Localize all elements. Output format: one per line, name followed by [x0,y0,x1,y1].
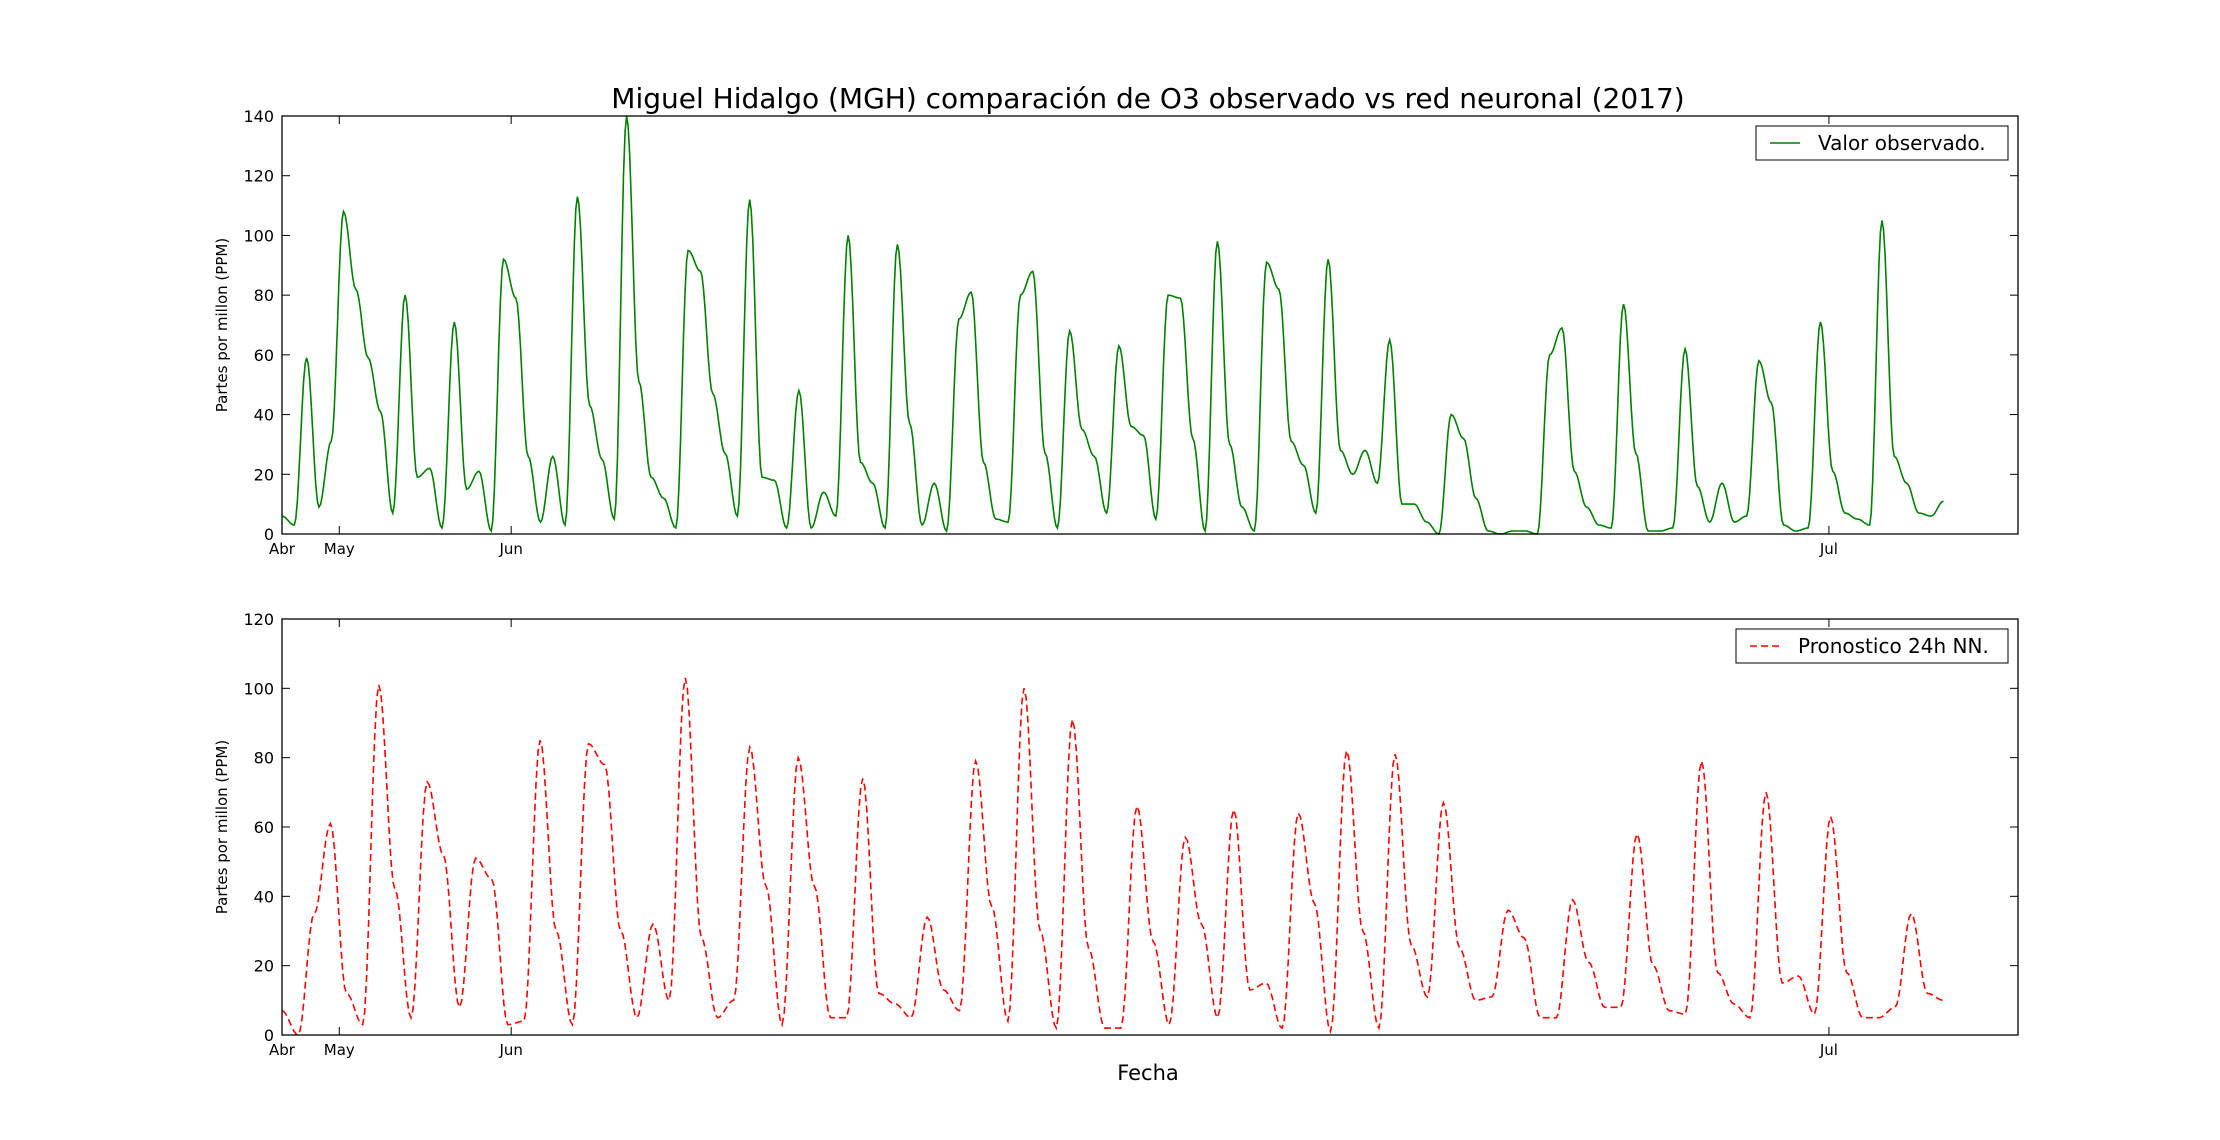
y-tick-label: 60 [254,818,274,837]
y-tick-label: 120 [243,167,274,186]
x-tick-label: Abr [269,540,296,558]
x-tick-label: Jun [498,1041,522,1059]
y-tick-label: 60 [254,346,274,365]
figure-title: Miguel Hidalgo (MGH) comparación de O3 o… [611,82,1684,115]
y-tick-label: 140 [243,107,274,126]
x-axis-label: Fecha [1117,1061,1179,1085]
chart-panels: 0 20 40 60 80 100 120 140 Abr May Jun Jul Partes por… [213,107,2019,1059]
y-tick-label: 40 [254,406,274,425]
y-tick-label: 20 [254,957,274,976]
chart-panel-1: 0 20 40 60 80 100 120 140 Abr May Jun Jul Partes por… [213,107,2019,558]
series-line-1-1 [281,115,1944,536]
y-tick-label: 100 [243,679,274,698]
x-tick-label: Jul [1819,540,1838,558]
series-line-2-1 [281,677,1944,1037]
y-tick-label: 40 [254,887,274,906]
legend-label: Valor observado. [1818,131,1986,155]
chart-panel-2: 0 20 40 60 80 100 120 Abr May Jun Jul Partes por mi… [213,610,2019,1059]
plot-frame [281,115,2019,535]
legend: Valor observado. [1755,125,2009,161]
y-axis-label: Partes por millon (PPM) [213,740,231,914]
x-tick-label: Jun [498,540,522,558]
x-tick-label: Jul [1819,1041,1838,1059]
x-tick-label: May [324,1041,355,1059]
y-tick-label: 100 [243,226,274,245]
x-tick-label: May [324,540,355,558]
y-tick-label: 0 [264,1026,274,1045]
y-tick-label: 80 [254,749,274,768]
x-tick-label: Abr [269,1041,296,1059]
y-tick-label: 0 [264,525,274,544]
y-axis-label: Partes por millon (PPM) [213,238,231,412]
y-tick-label: 80 [254,286,274,305]
y-tick-label: 20 [254,465,274,484]
legend: Pronostico 24h NN. [1735,628,2009,664]
legend-box [1735,628,2009,664]
y-tick-label: 120 [243,610,274,629]
legend-label: Pronostico 24h NN. [1798,634,1989,658]
